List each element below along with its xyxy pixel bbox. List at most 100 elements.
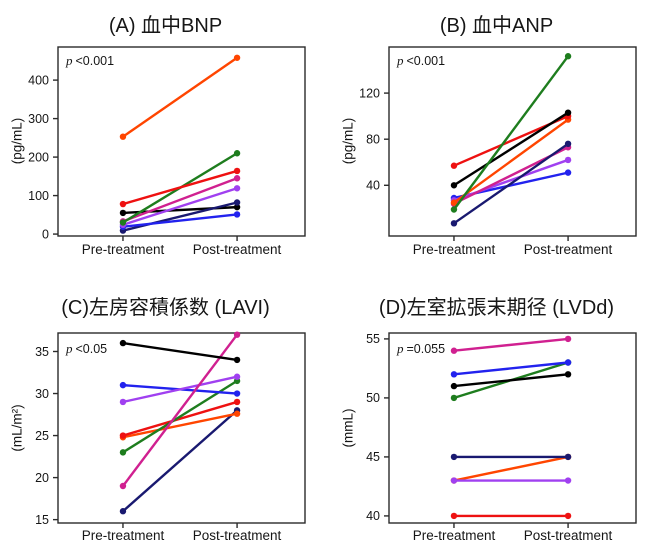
- data-point-magenta-pre: [119, 482, 127, 490]
- series-line-magenta: [122, 177, 238, 223]
- p-value-text: <0.05: [75, 342, 108, 356]
- data-point-blue-pre: [450, 371, 458, 378]
- y-tick-label: 15: [35, 513, 49, 527]
- series-line-black: [453, 111, 569, 187]
- y-tick-label: 30: [35, 387, 49, 401]
- series-line-red: [122, 400, 238, 437]
- series-line-red: [122, 169, 238, 206]
- y-tick-label: 300: [28, 112, 49, 126]
- y-tick-label: 40: [366, 509, 380, 523]
- panel-d-title: (D)左室拡張末期径 (LVDd): [378, 297, 615, 319]
- data-point-magenta-post: [233, 175, 241, 182]
- data-point-red-pre: [450, 512, 458, 520]
- panel-a-plot-area: 0 100 200 300 400: [28, 46, 306, 241]
- y-tick-label: 400: [28, 73, 49, 87]
- series-line-navy: [453, 142, 569, 225]
- plot-border: [388, 332, 637, 524]
- series-line-magenta: [122, 333, 239, 487]
- panel-a-p-value: p <0.001: [66, 53, 114, 69]
- data-point-black-post: [564, 109, 572, 116]
- series-line-blue: [453, 361, 569, 376]
- data-point-blue-pre: [119, 381, 127, 389]
- panel-b-p-value: p <0.001: [397, 53, 445, 69]
- y-tick-label: 35: [35, 345, 49, 359]
- panel-c-title: (C)左房容積係数 (LAVI): [61, 297, 270, 319]
- plot-border: [57, 332, 306, 524]
- panel-d-p-value: p =0.055: [397, 341, 445, 357]
- p-symbol: p: [66, 341, 73, 356]
- series-line-orange-red: [453, 118, 569, 204]
- panel-d-xtick-pre: Pre-treatment: [412, 528, 496, 543]
- series-line-navy: [122, 409, 238, 513]
- y-tick-label: 25: [35, 429, 49, 443]
- data-point-violet-pre: [119, 398, 127, 406]
- panel-c-xtick-post: Post-treatment: [192, 528, 282, 543]
- data-point-blue-post: [564, 359, 572, 366]
- data-point-navy-pre: [450, 453, 458, 461]
- data-point-orange-red-pre: [119, 133, 127, 140]
- y-tick-label: 0: [42, 227, 49, 241]
- plot-border: [388, 46, 637, 237]
- panel-c-plot-area: 15 20 25 30 35: [35, 331, 306, 528]
- data-point-green-post: [233, 150, 241, 157]
- series-line-navy: [122, 201, 238, 232]
- p-value-text: <0.001: [406, 54, 446, 68]
- data-point-green-pre: [450, 206, 458, 213]
- series-line-green: [452, 55, 570, 211]
- data-point-navy-post: [564, 140, 572, 148]
- data-point-green-pre: [119, 449, 127, 456]
- data-point-black-post: [564, 371, 572, 378]
- panel-d-xtick-post: Post-treatment: [523, 528, 613, 543]
- data-point-orange-red-post: [233, 410, 241, 417]
- series-line-black: [122, 341, 238, 362]
- p-value-text: <0.001: [75, 54, 115, 68]
- series-line-violet: [122, 187, 238, 226]
- data-point-violet-post: [564, 477, 572, 484]
- panel-c-xtick-pre: Pre-treatment: [81, 528, 165, 543]
- data-point-orange-red-pre: [450, 199, 458, 206]
- panel-b-plot-area: 40 80 120: [359, 46, 637, 241]
- data-point-magenta-post: [564, 335, 572, 343]
- data-point-black-pre: [119, 209, 127, 217]
- y-tick-label: 40: [366, 179, 380, 193]
- y-tick-label: 55: [366, 332, 380, 346]
- data-point-black-post: [233, 356, 241, 364]
- data-point-green-post: [564, 53, 572, 60]
- data-point-black-pre: [119, 339, 127, 347]
- data-point-magenta-pre: [450, 347, 458, 354]
- data-point-violet-post: [233, 185, 241, 192]
- panel-b-title: (B) 血中ANP: [439, 15, 554, 37]
- data-point-orange-red-post: [233, 54, 241, 61]
- p-symbol: p: [397, 53, 404, 68]
- panel-b-anp: (B) 血中ANP (pg/mL) 40 80 120 p <0.001 Pre-tr…: [331, 0, 662, 275]
- data-point-blue-post: [233, 211, 241, 218]
- y-tick-label: 200: [28, 150, 49, 164]
- panel-d-plot-area: 40 45 50 55: [366, 332, 637, 528]
- data-point-navy-post: [233, 199, 241, 206]
- data-point-red-pre: [119, 432, 127, 439]
- data-point-green-pre: [119, 219, 127, 226]
- y-tick-label: 80: [366, 132, 380, 146]
- data-point-navy-pre: [119, 508, 127, 515]
- series-line-orange-red: [453, 455, 569, 482]
- series-line-orange-red: [122, 412, 238, 439]
- p-value-text: =0.055: [406, 342, 446, 356]
- data-point-red-pre: [119, 200, 127, 208]
- series-line-violet: [122, 375, 238, 404]
- data-point-blue-post: [564, 169, 572, 176]
- data-point-violet-pre: [450, 477, 458, 484]
- p-symbol: p: [397, 341, 404, 356]
- data-point-black-post: [233, 203, 241, 211]
- panel-d-lvdd: (D)左室拡張末期径 (LVDd) (mmL) 40 45 50 55 p =0.055…: [331, 275, 662, 550]
- y-tick-label: 50: [366, 391, 380, 405]
- panel-c-lavi: (C)左房容積係数 (LAVI) (mL/m²) 15 20 25 30 35 p <0.…: [0, 275, 331, 550]
- data-point-green-pre: [450, 394, 458, 402]
- data-point-red-post: [233, 398, 241, 406]
- series-line-blue: [122, 213, 238, 228]
- panel-b-xtick-post: Post-treatment: [523, 242, 613, 257]
- series-line-orange-red: [122, 56, 238, 138]
- panel-a-xtick-pre: Pre-treatment: [81, 242, 165, 257]
- data-point-red-post: [233, 167, 241, 175]
- plot-border: [57, 46, 306, 237]
